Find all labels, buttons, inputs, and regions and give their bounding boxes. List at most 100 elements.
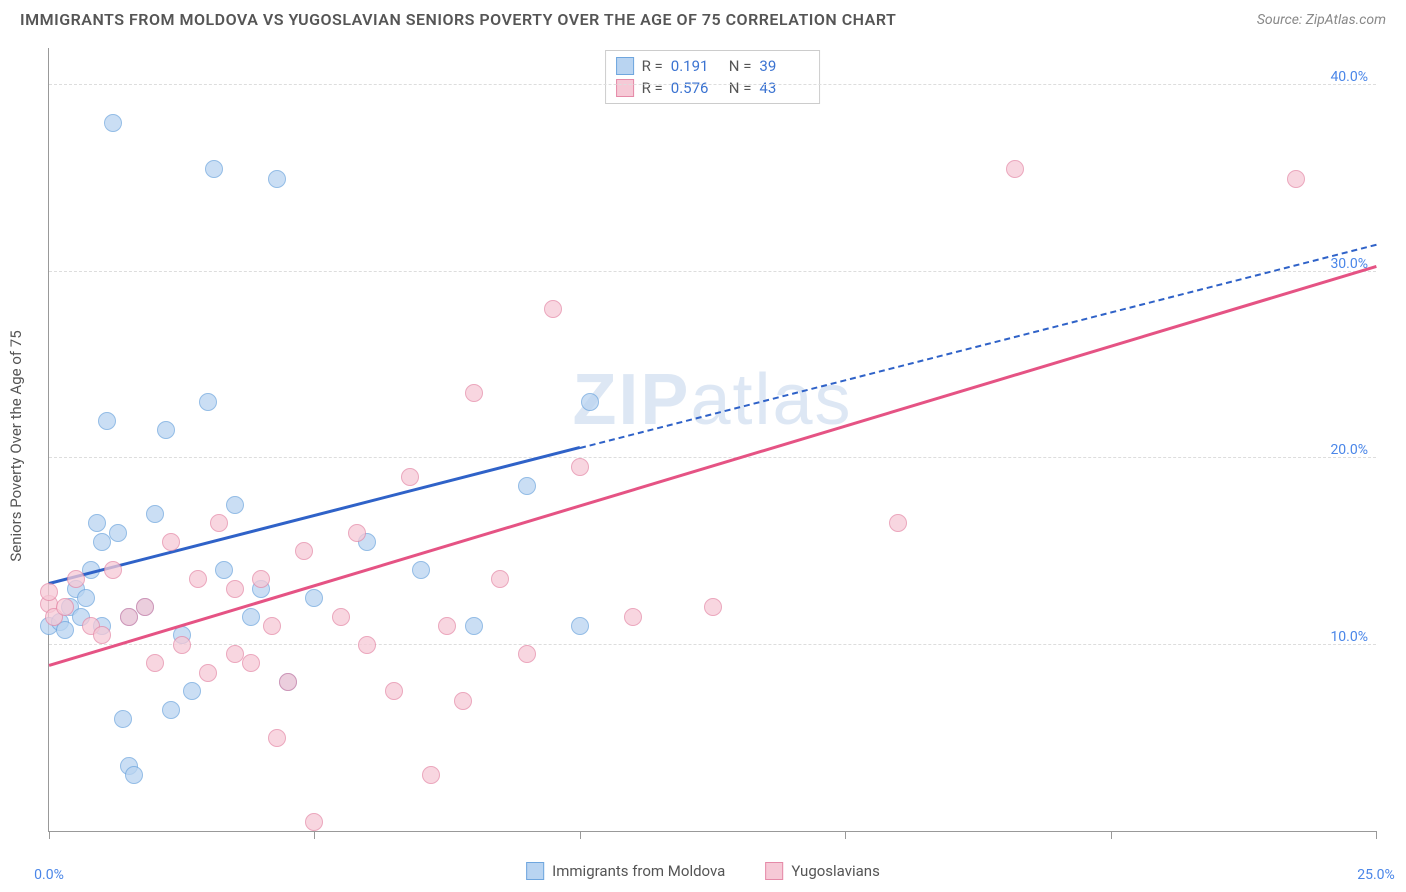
scatter-point-moldova — [114, 710, 132, 728]
scatter-point-yugoslavians — [385, 682, 403, 700]
scatter-point-yugoslavians — [401, 468, 419, 486]
scatter-point-yugoslavians — [518, 645, 536, 663]
scatter-point-yugoslavians — [465, 384, 483, 402]
x-tick — [845, 831, 846, 839]
scatter-point-moldova — [581, 393, 599, 411]
scatter-point-moldova — [205, 160, 223, 178]
trend-line-moldova — [49, 446, 580, 585]
scatter-point-moldova — [104, 114, 122, 132]
x-tick — [1376, 831, 1377, 839]
r-value-moldova: 0.191 — [671, 57, 721, 75]
scatter-point-yugoslavians — [889, 514, 907, 532]
scatter-point-yugoslavians — [93, 626, 111, 644]
y-tick-label: 10.0% — [1330, 629, 1368, 645]
scatter-point-yugoslavians — [162, 533, 180, 551]
grid-line — [49, 84, 1376, 85]
x-tick-label: 25.0% — [1357, 867, 1395, 883]
legend-label-yugo: Yugoslavians — [791, 862, 880, 880]
scatter-point-moldova — [412, 561, 430, 579]
n-label: N = — [729, 79, 752, 97]
swatch-yugo — [616, 79, 634, 97]
x-tick — [1111, 831, 1112, 839]
scatter-point-moldova — [162, 701, 180, 719]
legend-label-moldova: Immigrants from Moldova — [552, 862, 725, 880]
y-tick-label: 20.0% — [1330, 442, 1368, 458]
scatter-point-moldova — [183, 682, 201, 700]
scatter-point-yugoslavians — [295, 542, 313, 560]
scatter-point-moldova — [77, 589, 95, 607]
n-value-yugo: 43 — [759, 79, 809, 97]
scatter-point-yugoslavians — [491, 570, 509, 588]
scatter-point-moldova — [465, 617, 483, 635]
scatter-point-yugoslavians — [226, 645, 244, 663]
scatter-point-yugoslavians — [348, 524, 366, 542]
scatter-point-yugoslavians — [332, 608, 350, 626]
scatter-point-yugoslavians — [422, 766, 440, 784]
scatter-point-moldova — [98, 412, 116, 430]
scatter-point-yugoslavians — [199, 664, 217, 682]
x-tick — [580, 831, 581, 839]
trend-dash-moldova — [580, 244, 1377, 449]
grid-line — [49, 271, 1376, 272]
scatter-point-moldova — [268, 170, 286, 188]
scatter-point-yugoslavians — [704, 598, 722, 616]
bottom-legend: Immigrants from Moldova Yugoslavians — [526, 862, 880, 880]
scatter-point-yugoslavians — [571, 458, 589, 476]
scatter-point-moldova — [199, 393, 217, 411]
scatter-point-yugoslavians — [544, 300, 562, 318]
scatter-point-yugoslavians — [358, 636, 376, 654]
scatter-point-yugoslavians — [67, 570, 85, 588]
swatch-moldova-icon — [526, 862, 544, 880]
scatter-point-moldova — [125, 766, 143, 784]
scatter-point-moldova — [109, 524, 127, 542]
stat-row-yugo: R = 0.576 N = 43 — [616, 77, 810, 99]
scatter-point-yugoslavians — [279, 673, 297, 691]
chart-container: IMMIGRANTS FROM MOLDOVA VS YUGOSLAVIAN S… — [0, 0, 1406, 892]
scatter-point-yugoslavians — [146, 654, 164, 672]
scatter-point-moldova — [305, 589, 323, 607]
watermark-light: atlas — [690, 360, 852, 440]
scatter-point-yugoslavians — [1287, 170, 1305, 188]
scatter-point-yugoslavians — [56, 598, 74, 616]
swatch-yugo-icon — [765, 862, 783, 880]
source-label: Source: ZipAtlas.com — [1257, 12, 1386, 28]
scatter-point-yugoslavians — [252, 570, 270, 588]
r-label: R = — [642, 57, 663, 75]
scatter-point-moldova — [146, 505, 164, 523]
header: IMMIGRANTS FROM MOLDOVA VS YUGOSLAVIAN S… — [20, 10, 1386, 29]
swatch-moldova — [616, 57, 634, 75]
scatter-point-moldova — [571, 617, 589, 635]
scatter-point-yugoslavians — [268, 729, 286, 747]
scatter-point-yugoslavians — [189, 570, 207, 588]
y-tick-label: 40.0% — [1330, 69, 1368, 85]
n-value-moldova: 39 — [759, 57, 809, 75]
legend-item-yugo: Yugoslavians — [765, 862, 880, 880]
r-label: R = — [642, 79, 663, 97]
n-label: N = — [729, 57, 752, 75]
scatter-point-moldova — [226, 496, 244, 514]
scatter-point-moldova — [88, 514, 106, 532]
scatter-point-yugoslavians — [136, 598, 154, 616]
scatter-point-yugoslavians — [104, 561, 122, 579]
grid-line — [49, 644, 1376, 645]
scatter-point-yugoslavians — [454, 692, 472, 710]
scatter-point-yugoslavians — [242, 654, 260, 672]
x-tick — [314, 831, 315, 839]
scatter-point-yugoslavians — [438, 617, 456, 635]
stat-legend: R = 0.191 N = 39 R = 0.576 N = 43 — [605, 50, 821, 104]
chart-title: IMMIGRANTS FROM MOLDOVA VS YUGOSLAVIAN S… — [20, 10, 896, 29]
scatter-point-yugoslavians — [624, 608, 642, 626]
scatter-point-moldova — [157, 421, 175, 439]
scatter-point-yugoslavians — [305, 813, 323, 831]
scatter-point-moldova — [242, 608, 260, 626]
scatter-point-yugoslavians — [210, 514, 228, 532]
plot-area: ZIPatlas R = 0.191 N = 39 R = 0.576 N = … — [48, 48, 1376, 832]
scatter-point-moldova — [215, 561, 233, 579]
scatter-point-yugoslavians — [226, 580, 244, 598]
scatter-point-yugoslavians — [263, 617, 281, 635]
r-value-yugo: 0.576 — [671, 79, 721, 97]
watermark: ZIPatlas — [572, 359, 852, 441]
scatter-point-moldova — [518, 477, 536, 495]
y-axis-label: Seniors Poverty Over the Age of 75 — [7, 330, 25, 561]
x-tick-label: 0.0% — [34, 867, 64, 883]
